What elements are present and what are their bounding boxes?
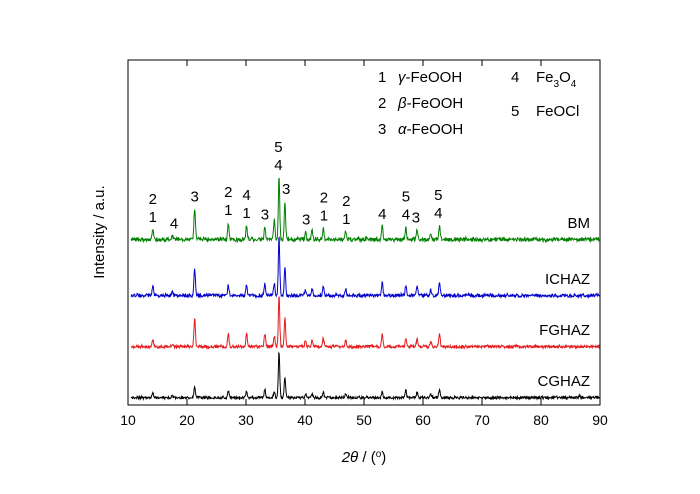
series-label-bm: BM <box>568 215 591 232</box>
legend-text-gamma: -FeOOH <box>406 69 463 86</box>
legend-sub-4: 4 <box>571 79 577 90</box>
series-line-bm <box>130 177 601 244</box>
legend-greek-beta: β <box>397 95 407 112</box>
legend-greek-alpha: α <box>398 121 407 138</box>
peak-label: 5 <box>274 139 282 156</box>
peak-label: 1 <box>342 211 350 228</box>
legend-greek-gamma: γ <box>398 69 407 86</box>
legend-num-2: 2 <box>378 95 386 112</box>
peak-label: 3 <box>190 188 198 205</box>
series-label-fghaz: FGHAZ <box>539 322 590 339</box>
peak-label: 4 <box>434 205 442 222</box>
series-line-ichaz <box>130 235 600 300</box>
legend-text-beta: -FeOOH <box>407 95 464 112</box>
y-axis-title: Intensity / a.u. <box>91 185 108 278</box>
x-tick-label: 90 <box>592 412 608 428</box>
legend: 1 γ-FeOOH 2 β-FeOOH 3 α-FeOOH 4 Fe3O4 5 … <box>378 69 579 138</box>
series-label-ichaz: ICHAZ <box>545 271 590 288</box>
series-label-cghaz: CGHAZ <box>538 373 591 390</box>
x-axis-title: 2θ / (o) <box>341 449 387 467</box>
x-tick-label: 50 <box>356 412 372 428</box>
peak-label: 3 <box>302 212 310 229</box>
legend-sub-3: 3 <box>554 79 560 90</box>
peak-label: 2 <box>342 193 350 210</box>
legend-label-gamma-feooh: γ-FeOOH <box>398 69 462 86</box>
series-line-fghaz <box>130 296 601 351</box>
x-axis-symbol: 2θ <box>341 449 358 466</box>
peak-label: 4 <box>378 206 386 223</box>
x-tick-label: 70 <box>474 412 490 428</box>
legend-label-alpha-feooh: α-FeOOH <box>398 121 463 138</box>
peak-label: 5 <box>402 189 410 206</box>
peak-label: 1 <box>224 202 232 219</box>
peak-label: 1 <box>149 209 157 226</box>
peak-label: 4 <box>170 215 178 232</box>
legend-label-beta-feooh: β-FeOOH <box>397 95 463 112</box>
peak-label: 3 <box>261 207 269 224</box>
x-axis-unit-close: ) <box>381 449 386 466</box>
x-tick-label: 60 <box>415 412 431 428</box>
x-tick-label: 80 <box>533 412 549 428</box>
x-axis-unit-sup: o <box>376 449 382 460</box>
peak-label: 5 <box>434 187 442 204</box>
peak-label: 1 <box>320 207 328 224</box>
plot-frame <box>127 59 601 406</box>
peak-label: 4 <box>274 157 282 174</box>
legend-num-3: 3 <box>378 121 386 138</box>
legend-text-fe: Fe <box>536 69 554 86</box>
x-axis-unit-open: / ( <box>358 449 376 466</box>
x-tick-label: 30 <box>238 412 254 428</box>
peak-label: 4 <box>242 187 250 204</box>
peak-label: 2 <box>149 191 157 208</box>
legend-label-feocl: FeOCl <box>536 103 579 120</box>
peak-label: 4 <box>402 207 410 224</box>
peak-label: 2 <box>320 189 328 206</box>
legend-label-fe3o4: Fe3O4 <box>536 69 577 90</box>
legend-num-5: 5 <box>511 103 519 120</box>
legend-num-1: 1 <box>378 69 386 86</box>
axis-layer: 10 20 30 40 50 60 70 80 90 <box>120 60 608 428</box>
x-tick-label: 40 <box>297 412 313 428</box>
peak-label: 3 <box>412 210 420 227</box>
series-layer: CGHAZ FGHAZ ICHAZ BM <box>130 177 601 402</box>
series-line-cghaz <box>130 351 601 402</box>
peak-label: 1 <box>242 205 250 222</box>
legend-text-o: O <box>559 69 571 86</box>
x-tick-label: 20 <box>179 412 195 428</box>
legend-text-alpha: -FeOOH <box>407 121 464 138</box>
peak-label: 3 <box>282 181 290 198</box>
peak-label: 2 <box>224 184 232 201</box>
legend-num-4: 4 <box>511 69 519 86</box>
x-tick-label: 10 <box>120 412 136 428</box>
